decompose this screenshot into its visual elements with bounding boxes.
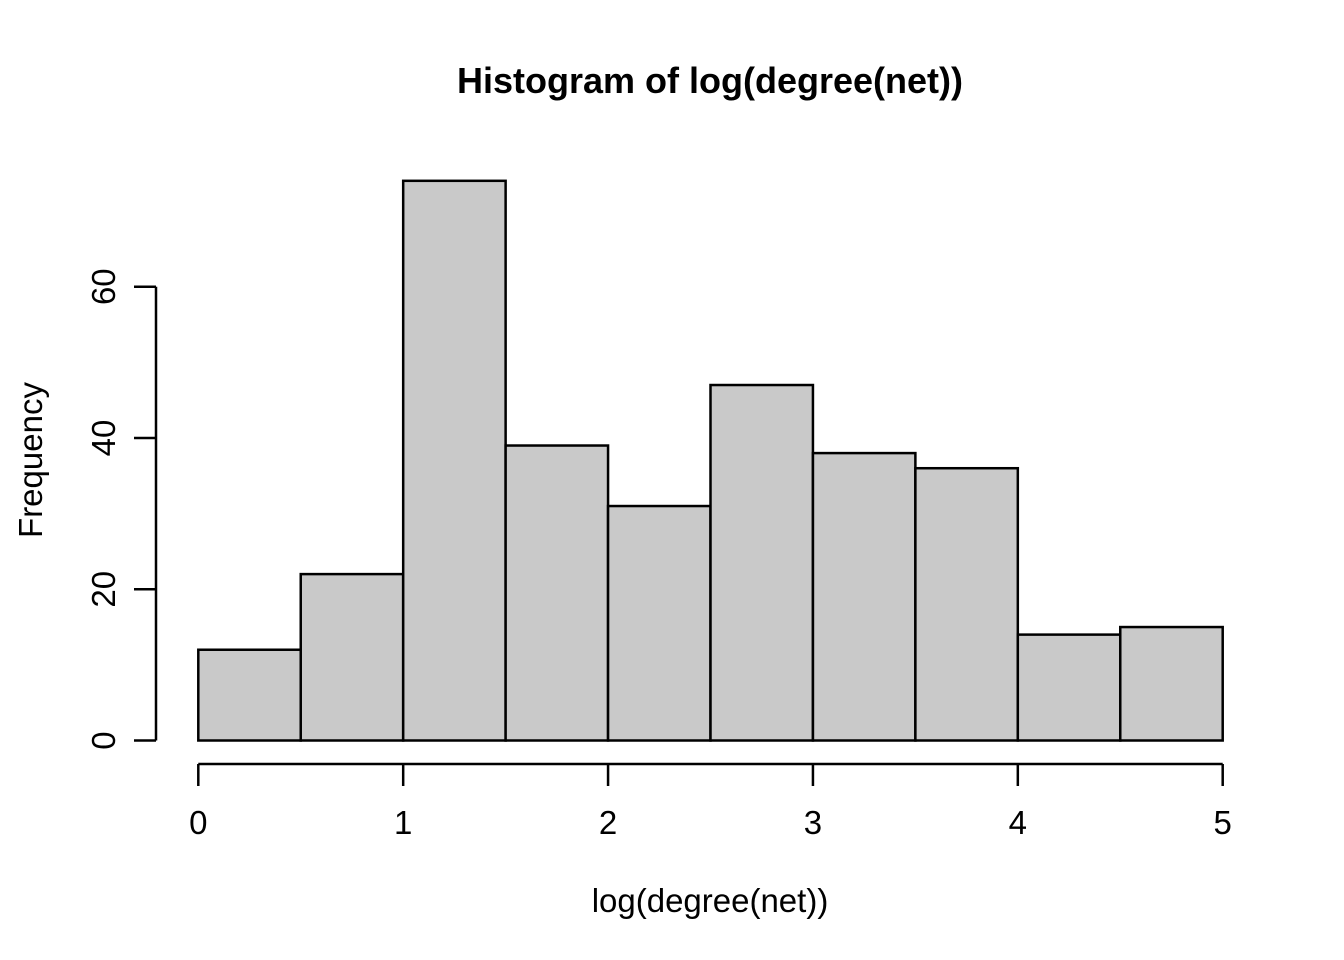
histogram-bar (914, 466, 1020, 742)
y-tick-label: 40 (85, 420, 122, 457)
histogram-bar (504, 444, 610, 742)
x-tick-label: 2 (599, 804, 617, 841)
x-tick-label: 5 (1214, 804, 1232, 841)
x-tick-label: 1 (394, 804, 412, 841)
histogram-bar (606, 504, 712, 742)
histogram-bar (401, 179, 507, 742)
histogram-bar (1119, 625, 1224, 742)
histogram-bar (1016, 633, 1122, 742)
y-tick-label: 60 (85, 268, 122, 305)
histogram-bar (811, 451, 917, 742)
histogram-bar (709, 383, 815, 742)
x-tick-label: 4 (1009, 804, 1027, 841)
x-tick-label: 3 (804, 804, 822, 841)
y-tick-label: 0 (85, 731, 122, 749)
x-tick-label: 0 (189, 804, 207, 841)
histogram-bar (197, 648, 302, 742)
histogram-bar (299, 572, 405, 742)
y-tick-label: 20 (85, 571, 122, 608)
x-axis-label: log(degree(net)) (591, 882, 829, 919)
chart-title: Histogram of log(degree(net)) (456, 60, 964, 101)
y-axis-label: Frequency (12, 382, 49, 538)
